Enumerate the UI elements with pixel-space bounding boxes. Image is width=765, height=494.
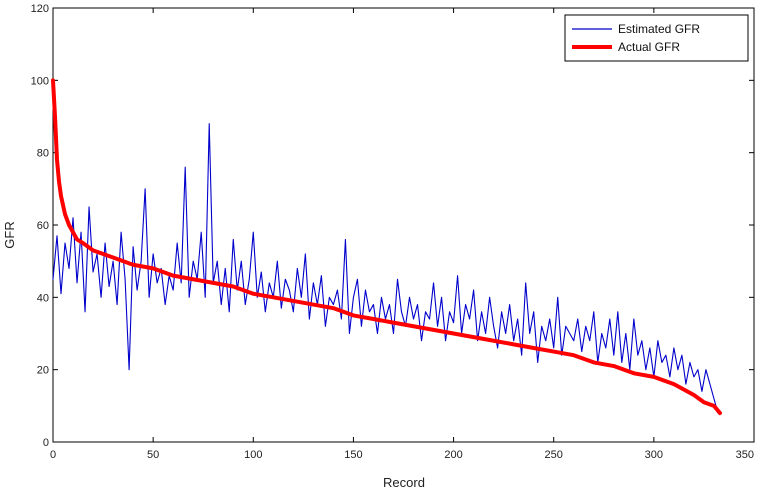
x-axis-label: Record <box>383 475 425 490</box>
y-tick-label: 60 <box>37 220 49 232</box>
x-tick-label: 200 <box>444 449 462 461</box>
legend: Estimated GFR Actual GFR <box>564 14 749 62</box>
y-axis-label: GFR <box>2 221 17 248</box>
x-tick-label: 350 <box>736 449 754 461</box>
y-tick-label: 0 <box>43 437 49 449</box>
x-tick-label: 250 <box>545 449 563 461</box>
x-tick-label: 0 <box>50 449 56 461</box>
x-tick-label: 300 <box>645 449 663 461</box>
plot-area-frame <box>52 7 755 443</box>
x-tick-label: 50 <box>147 449 159 461</box>
legend-label-estimated-gfr: Estimated GFR <box>618 22 700 36</box>
y-tick-label: 20 <box>37 365 49 377</box>
series-line-estimated-gfr <box>52 123 719 414</box>
y-tick-label: 80 <box>37 148 49 160</box>
y-axis-ticks: 0 20 40 60 80 100 120 <box>31 3 754 449</box>
y-tick-label: 120 <box>31 3 49 15</box>
x-tick-label: 100 <box>244 449 262 461</box>
x-tick-label: 150 <box>344 449 362 461</box>
y-tick-label: 100 <box>31 75 49 87</box>
legend-label-actual-gfr: Actual GFR <box>618 40 680 54</box>
y-tick-label: 40 <box>37 292 49 304</box>
x-axis-ticks: 0 50 100 150 200 250 300 350 <box>50 8 755 461</box>
series-layer <box>51 78 722 416</box>
series-line-actual-gfr <box>51 78 722 416</box>
legend-box <box>564 14 749 62</box>
